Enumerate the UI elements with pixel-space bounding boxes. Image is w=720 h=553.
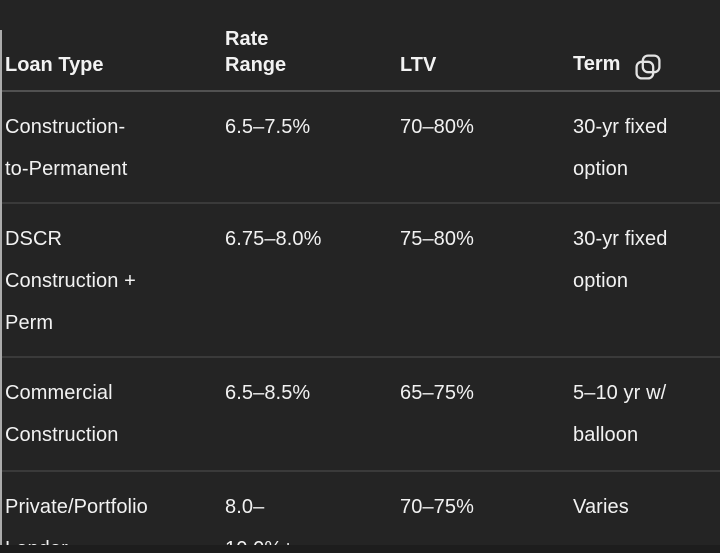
column-header-loan-type: Loan Type <box>0 0 220 92</box>
column-header-term-content: Term <box>573 50 662 81</box>
cell-loan-type: Commercial Construction <box>0 356 220 471</box>
column-header-rate-range-label: Rate Range <box>225 28 287 76</box>
column-header-ltv-label: LTV <box>400 54 437 76</box>
cell-loan-type: Private/Portfolio Lender <box>0 470 220 553</box>
cell-ltv: 70–80% <box>400 116 474 138</box>
column-header-loan-type-label: Loan Type <box>5 54 104 76</box>
cell-rate-range: 6.5–8.5% <box>220 356 395 471</box>
cell-term: 5–10 yr w/ balloon <box>568 356 720 471</box>
table-row: Construction- to-Permanent 6.5–7.5% 70–8… <box>0 91 720 203</box>
table-row: Commercial Construction 6.5–8.5% 65–75% … <box>0 356 720 471</box>
cell-term: 30-yr fixed option <box>568 202 720 357</box>
cell-ltv: 65–75% <box>395 356 568 471</box>
table-row: DSCR Construction + Perm 6.75–8.0% 75–80… <box>0 202 720 357</box>
header-row: Loan Type Rate Range LTV Term <box>0 0 720 92</box>
cell-rate-range: 8.0– 10.0%+ <box>220 470 395 553</box>
cell-term: 30-yr fixed option <box>573 116 668 180</box>
table-left-border <box>0 30 2 553</box>
cell-ltv: 70–75% <box>395 470 568 553</box>
cell-rate-range: 6.75–8.0% <box>220 202 395 357</box>
cell-rate-range: 6.5–7.5% <box>225 116 311 138</box>
copy-icon[interactable] <box>634 53 662 81</box>
column-header-term-label: Term <box>573 53 621 75</box>
column-header-ltv: LTV <box>395 0 568 92</box>
table-bottom-edge <box>0 545 720 553</box>
cell-term: Varies <box>568 470 720 553</box>
table-row: Private/Portfolio Lender 8.0– 10.0%+ 70–… <box>0 470 720 553</box>
column-header-term: Term <box>568 0 720 92</box>
cell-loan-type: DSCR Construction + Perm <box>0 202 220 357</box>
column-header-rate-range: Rate Range <box>220 0 395 92</box>
cell-ltv: 75–80% <box>395 202 568 357</box>
cell-loan-type: Construction- to-Permanent <box>5 116 128 180</box>
